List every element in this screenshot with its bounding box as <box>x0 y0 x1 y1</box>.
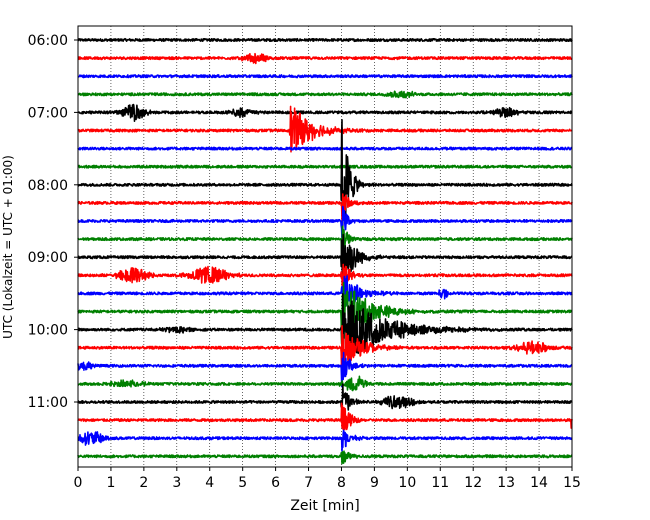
x-tick-label: 7 <box>304 475 313 491</box>
x-tick-label: 15 <box>563 475 581 491</box>
x-tick-label: 14 <box>530 475 548 491</box>
trace-row-10 <box>77 205 573 242</box>
x-axis-label: Zeit [min] <box>290 498 359 514</box>
trace-row-14 <box>77 275 573 312</box>
y-tick-label: 09:00 <box>28 250 68 266</box>
trace-row-7 <box>77 164 573 169</box>
trace-row-12 <box>77 233 573 293</box>
x-tick-label: 13 <box>497 475 515 491</box>
trace-row-23 <box>77 450 573 465</box>
x-tick-label: 9 <box>370 475 379 491</box>
x-tick-label: 1 <box>106 475 115 491</box>
trace-row-2 <box>77 74 573 79</box>
trace-row-13 <box>77 263 573 293</box>
trace-row-15 <box>77 281 573 345</box>
trace-row-11 <box>77 225 573 258</box>
trace-row-6 <box>77 146 573 151</box>
plot-frame <box>77 25 573 468</box>
x-tick-label: 2 <box>139 475 148 491</box>
trace-row-5 <box>77 105 573 153</box>
trace-row-21 <box>77 402 573 431</box>
x-tick-label: 6 <box>271 475 280 491</box>
trace-row-18 <box>77 351 573 388</box>
trace-row-1 <box>77 52 573 65</box>
x-tick-label: 4 <box>205 475 214 491</box>
x-tick-label: 11 <box>431 475 449 491</box>
trace-row-16 <box>77 293 573 362</box>
trace-row-4 <box>77 103 573 122</box>
trace-row-19 <box>77 375 573 392</box>
x-tick-label: 0 <box>74 475 83 491</box>
x-tick-label: 8 <box>337 475 346 491</box>
trace-row-9 <box>77 193 573 222</box>
trace-row-22 <box>77 429 573 452</box>
x-tick-label: 12 <box>464 475 482 491</box>
trace-row-17 <box>77 325 573 371</box>
y-axis-ticks: 06:00 07:00 08:00 09:00 10:00 11:00 <box>28 33 78 411</box>
x-axis-ticks: 0 1 2 3 4 5 6 7 8 9 10 11 12 13 14 15 <box>74 467 581 491</box>
y-tick-label: 11:00 <box>28 395 68 411</box>
y-tick-label: 08:00 <box>28 178 68 194</box>
y-tick-label: 06:00 <box>28 33 68 49</box>
trace-layer <box>77 37 573 465</box>
trace-row-3 <box>77 90 573 99</box>
trace-row-8 <box>77 119 573 230</box>
y-axis-label: UTC (Lokalzeit = UTC + 01:00) <box>1 155 15 339</box>
y-tick-label: 10:00 <box>28 323 68 339</box>
x-tick-label: 5 <box>238 475 247 491</box>
x-tick-label: 10 <box>398 475 416 491</box>
y-tick-label: 07:00 <box>28 105 68 121</box>
trace-row-0 <box>77 37 573 43</box>
trace-row-20 <box>77 383 573 417</box>
x-tick-label: 3 <box>172 475 181 491</box>
